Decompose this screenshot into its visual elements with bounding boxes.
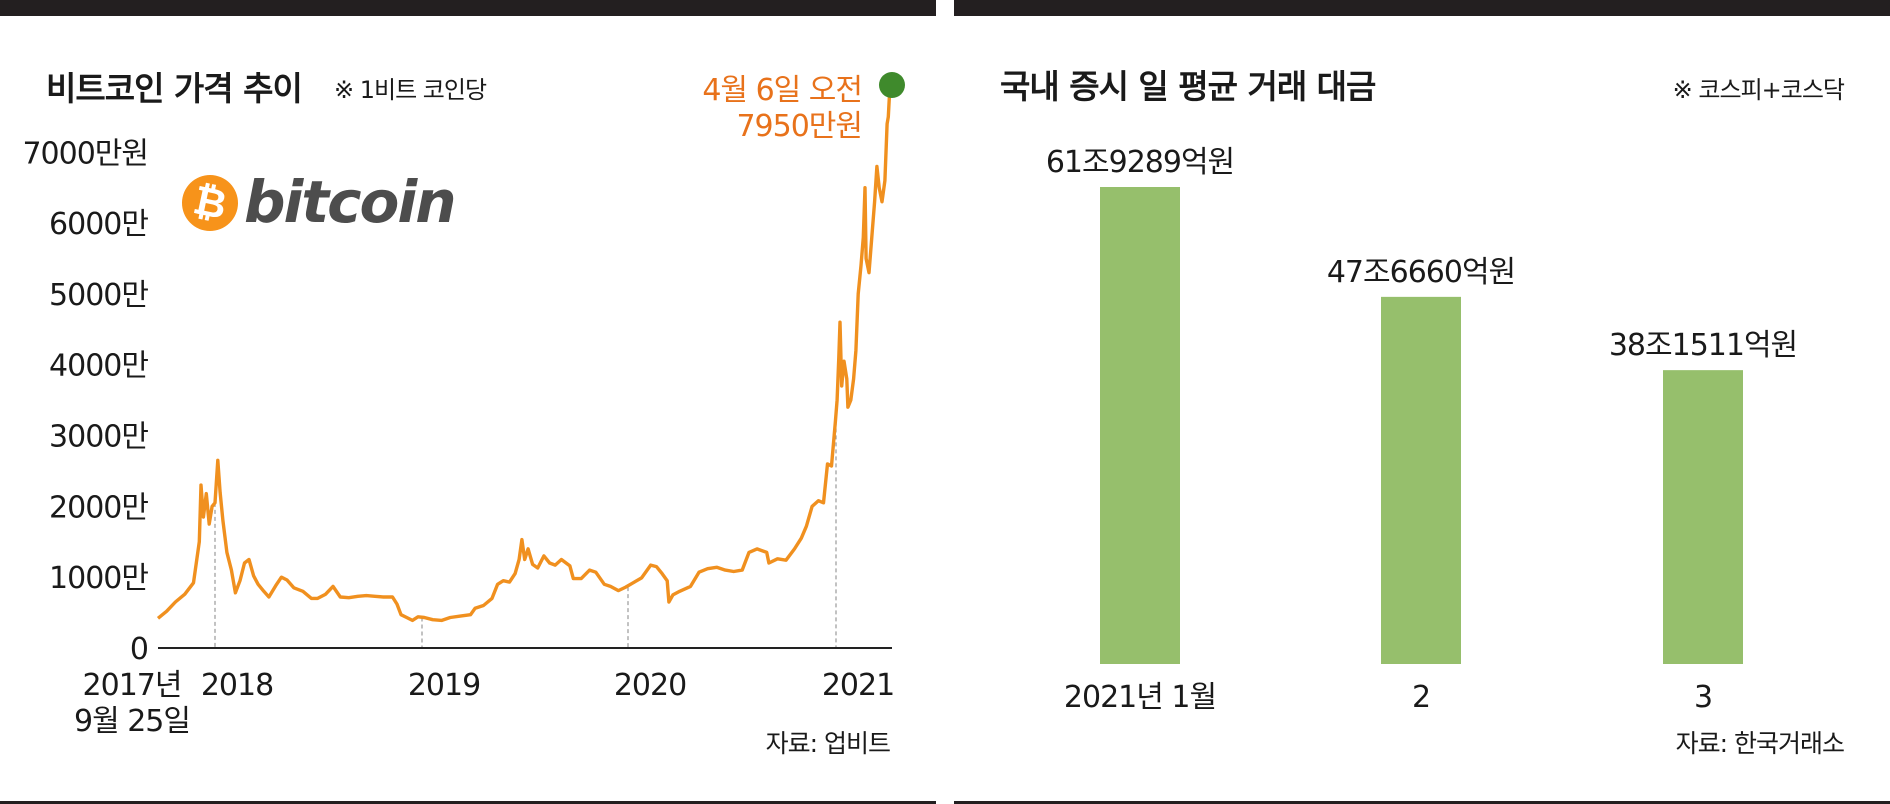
volume-scope-note: ※ 코스피+코스닥	[1672, 76, 1845, 104]
y-tick-label: 1000만	[49, 561, 148, 596]
trading-volume-chart: 61조9289억원 2021년 1월 47조6660억원 2 38조1511억원 3	[1046, 145, 1798, 715]
bitcoin-chart-title: 비트코인 가격 추이	[46, 69, 303, 108]
month-category-label: 2021년 1월	[1064, 680, 1216, 715]
peak-date-label: 4월 6일 오전	[702, 73, 862, 108]
y-tick-label: 2000만	[49, 490, 148, 525]
volume-bar	[1100, 187, 1180, 664]
x-tick-label: 2017년	[83, 668, 182, 703]
x-tick-label: 2021	[822, 668, 894, 703]
bitcoin-price-line	[156, 84, 892, 623]
bottom-rule-right	[954, 801, 1890, 804]
bottom-rule-left	[0, 801, 936, 804]
volume-bar	[1663, 370, 1743, 664]
x-tick-label: 2019	[408, 668, 480, 703]
volume-source: 자료: 한국거래소	[1675, 729, 1845, 758]
peak-price-marker	[878, 72, 905, 98]
y-tick-label: 6000만	[49, 207, 148, 242]
peak-value-label: 7950만원	[736, 109, 862, 144]
y-tick-label: 3000만	[49, 420, 148, 455]
bitcoin-unit-note: ※ 1비트 코인당	[334, 76, 487, 104]
top-rule-right	[954, 0, 1890, 16]
y-tick-label: 7000만원	[22, 136, 148, 171]
month-category-label: 3	[1694, 680, 1712, 715]
x-tick-label: 2018	[201, 668, 273, 703]
x-tick-label: 9월 25일	[74, 704, 190, 739]
y-tick-label: 0	[130, 632, 148, 667]
top-rule-left	[0, 0, 936, 16]
bitcoin-source: 자료: 업비트	[765, 729, 891, 758]
y-tick-label: 5000만	[49, 278, 148, 313]
volume-chart-title: 국내 증시 일 평균 거래 대금	[1000, 67, 1376, 106]
bitcoin-logo-wordmark: bitcoin	[244, 168, 457, 236]
volume-value-label: 38조1511억원	[1609, 328, 1797, 363]
month-category-label: 2	[1412, 680, 1430, 715]
bitcoin-price-chart: 0 1000만 2000만 3000만 4000만 5000만 6000만 7000만원 201…	[22, 72, 905, 739]
y-tick-label: 4000만	[49, 349, 148, 384]
x-tick-label: 2020	[614, 668, 686, 703]
volume-bar	[1381, 296, 1461, 664]
volume-value-label: 47조6660억원	[1327, 255, 1515, 290]
volume-value-label: 61조9289억원	[1046, 145, 1234, 180]
